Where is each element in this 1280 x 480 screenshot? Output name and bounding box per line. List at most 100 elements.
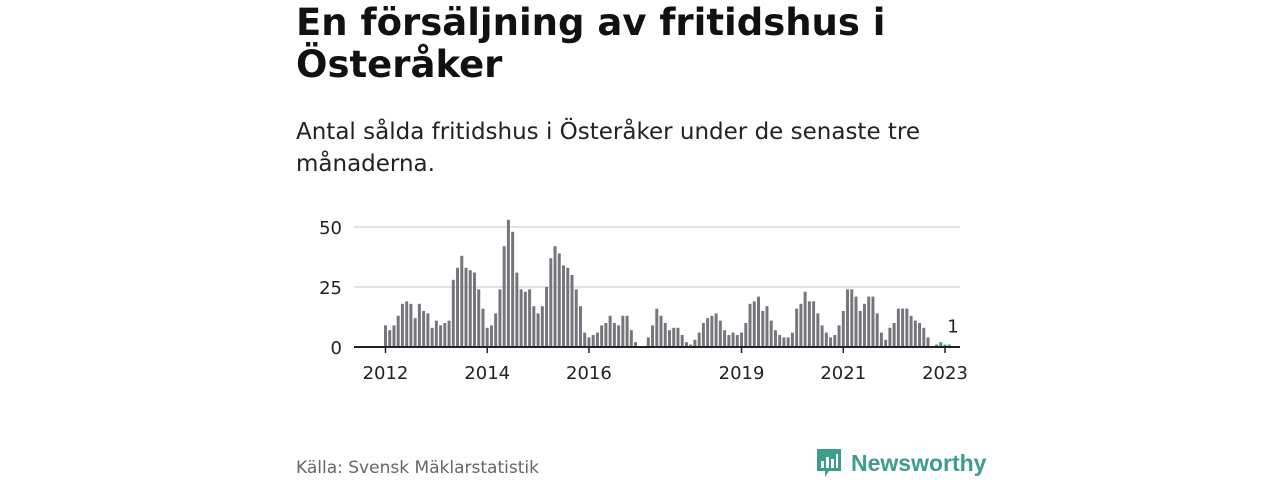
- bar: [485, 327, 489, 347]
- bar: [909, 315, 913, 347]
- bar: [884, 339, 888, 347]
- bar: [473, 272, 476, 347]
- bar: [731, 332, 735, 347]
- bar: [447, 320, 451, 347]
- bar: [680, 335, 684, 347]
- bar: [867, 296, 871, 347]
- bar: [481, 308, 485, 347]
- bar: [519, 289, 523, 347]
- bar: [829, 337, 833, 347]
- bar-highlight: [947, 344, 951, 347]
- bar-highlight: [943, 344, 947, 347]
- bar: [646, 337, 650, 347]
- bar: [803, 291, 807, 347]
- bar: [489, 325, 493, 347]
- bar: [612, 323, 616, 347]
- bar: [536, 313, 540, 347]
- bar: [752, 301, 756, 347]
- bar: [460, 255, 464, 347]
- chart-title: En försäljning av fritidshus i Österåker: [296, 1, 886, 86]
- bar: [858, 311, 862, 347]
- bar: [684, 342, 688, 347]
- bar: [854, 296, 858, 347]
- bar: [693, 339, 697, 347]
- bar: [413, 318, 417, 347]
- axes: 0 25 50 2012 2014 2016 2019 2021 2023: [319, 218, 968, 384]
- bars: [384, 219, 951, 347]
- bar: [765, 306, 769, 347]
- bar: [625, 315, 629, 347]
- bar: [430, 327, 434, 347]
- bar: [600, 325, 604, 347]
- bar: [651, 325, 655, 347]
- bar: [850, 289, 854, 347]
- bar: [545, 287, 549, 347]
- bar: [426, 313, 430, 347]
- bar: [532, 306, 536, 347]
- bar: [557, 253, 561, 347]
- bar: [439, 325, 443, 347]
- bar: [608, 315, 612, 347]
- bar: [549, 258, 553, 347]
- bar: [417, 303, 421, 347]
- bar: [812, 301, 816, 347]
- bar: [629, 330, 633, 347]
- bar: [515, 272, 519, 347]
- bar: [879, 332, 883, 347]
- bar: [617, 325, 621, 347]
- bar: [591, 335, 595, 347]
- bar: [773, 330, 777, 347]
- bar: [757, 296, 760, 347]
- bar: [464, 267, 468, 347]
- bar: [841, 311, 845, 347]
- x-tick-label-2016: 2016: [566, 363, 612, 384]
- bar: [926, 337, 930, 347]
- bar: [409, 303, 413, 347]
- bar: [727, 335, 731, 347]
- bar: [935, 344, 939, 347]
- annotation-last-value: 1: [947, 317, 958, 338]
- bar: [846, 289, 849, 347]
- x-tick-label-2014: 2014: [464, 363, 510, 384]
- bar: [506, 219, 510, 347]
- chart-subtitle: Antal sålda fritidshus i Österåker under…: [296, 119, 921, 177]
- bar: [540, 306, 544, 347]
- bar: [922, 327, 926, 347]
- bar: [528, 289, 532, 347]
- bar: [824, 332, 828, 347]
- x-tick-label-2023: 2023: [922, 363, 968, 384]
- bar: [578, 306, 582, 347]
- bar: [566, 267, 570, 347]
- bar: [718, 320, 722, 347]
- bar: [477, 289, 481, 347]
- bar: [400, 303, 404, 347]
- bar: [676, 327, 680, 347]
- bar: [456, 267, 460, 347]
- bar: [714, 313, 718, 347]
- bar: [689, 344, 693, 347]
- bar: [655, 308, 659, 347]
- y-tick-label-25: 25: [319, 278, 342, 299]
- bar-highlight: [939, 342, 943, 347]
- bar: [574, 289, 578, 347]
- bar: [892, 323, 896, 347]
- bar: [621, 315, 625, 347]
- brand-name: Newsworthy: [851, 449, 987, 476]
- bar: [875, 313, 879, 347]
- bar: [562, 265, 565, 347]
- bar: [905, 308, 909, 347]
- bar: [434, 320, 438, 347]
- bar: [498, 289, 502, 347]
- bar: [778, 335, 782, 347]
- bar: [901, 308, 905, 347]
- x-tick-label-2021: 2021: [820, 363, 866, 384]
- bar: [706, 318, 710, 347]
- newsworthy-brand: Newsworthy: [815, 447, 986, 479]
- bar: [468, 270, 472, 347]
- bar: [735, 335, 739, 347]
- bar: [816, 313, 820, 347]
- bar-chart: 0 25 50 2012 2014 2016 2019 2021 2023 1: [319, 218, 968, 384]
- bar: [494, 313, 498, 347]
- bar: [604, 323, 608, 347]
- bar: [913, 320, 917, 347]
